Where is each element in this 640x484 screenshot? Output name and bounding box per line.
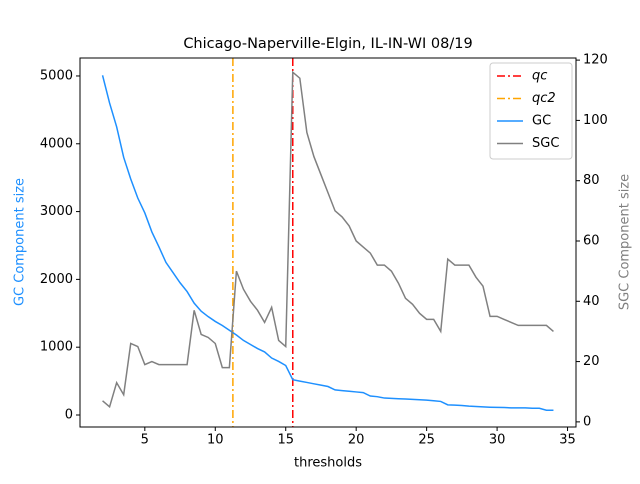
- legend-label: qc2: [532, 91, 556, 106]
- y-tick-label: 2000: [40, 272, 73, 287]
- x-tick-label: 35: [559, 433, 576, 448]
- y2-tick-label: 120: [583, 53, 608, 68]
- series-line: [101, 75, 554, 411]
- x-axis-label: thresholds: [294, 456, 362, 471]
- y2-tick-label: 40: [583, 294, 600, 309]
- x-tick-label: 15: [277, 433, 294, 448]
- y-tick-label: 1000: [40, 340, 73, 355]
- y2-tick-label: 60: [583, 233, 600, 248]
- x-tick-label: 25: [418, 433, 435, 448]
- legend-label: qc: [532, 69, 547, 84]
- y2-tick-label: 0: [583, 414, 591, 429]
- legend-label: SGC: [532, 136, 559, 151]
- y-tick-label: 3000: [40, 204, 73, 219]
- legend-label: GC: [532, 114, 551, 129]
- plot-frame: [79, 57, 577, 428]
- x-tick-label: 20: [348, 433, 365, 448]
- y2-tick-label: 80: [583, 173, 600, 188]
- y-tick-label: 5000: [40, 68, 73, 83]
- y2-tick-label: 100: [583, 113, 608, 128]
- legend-box: [489, 62, 573, 160]
- y-axis-label: GC Component size: [13, 178, 28, 306]
- x-tick-label: 30: [489, 433, 506, 448]
- y-tick-label: 0: [65, 407, 73, 422]
- x-tick-label: 5: [141, 433, 149, 448]
- y-tick-label: 4000: [40, 136, 73, 151]
- chart-title: Chicago-Naperville-Elgin, IL-IN-WI 08/19: [183, 36, 472, 52]
- series-line: [102, 70, 554, 409]
- y2-axis-label: SGC Component size: [618, 174, 633, 310]
- y2-tick-label: 20: [583, 354, 600, 369]
- x-tick-label: 10: [207, 433, 224, 448]
